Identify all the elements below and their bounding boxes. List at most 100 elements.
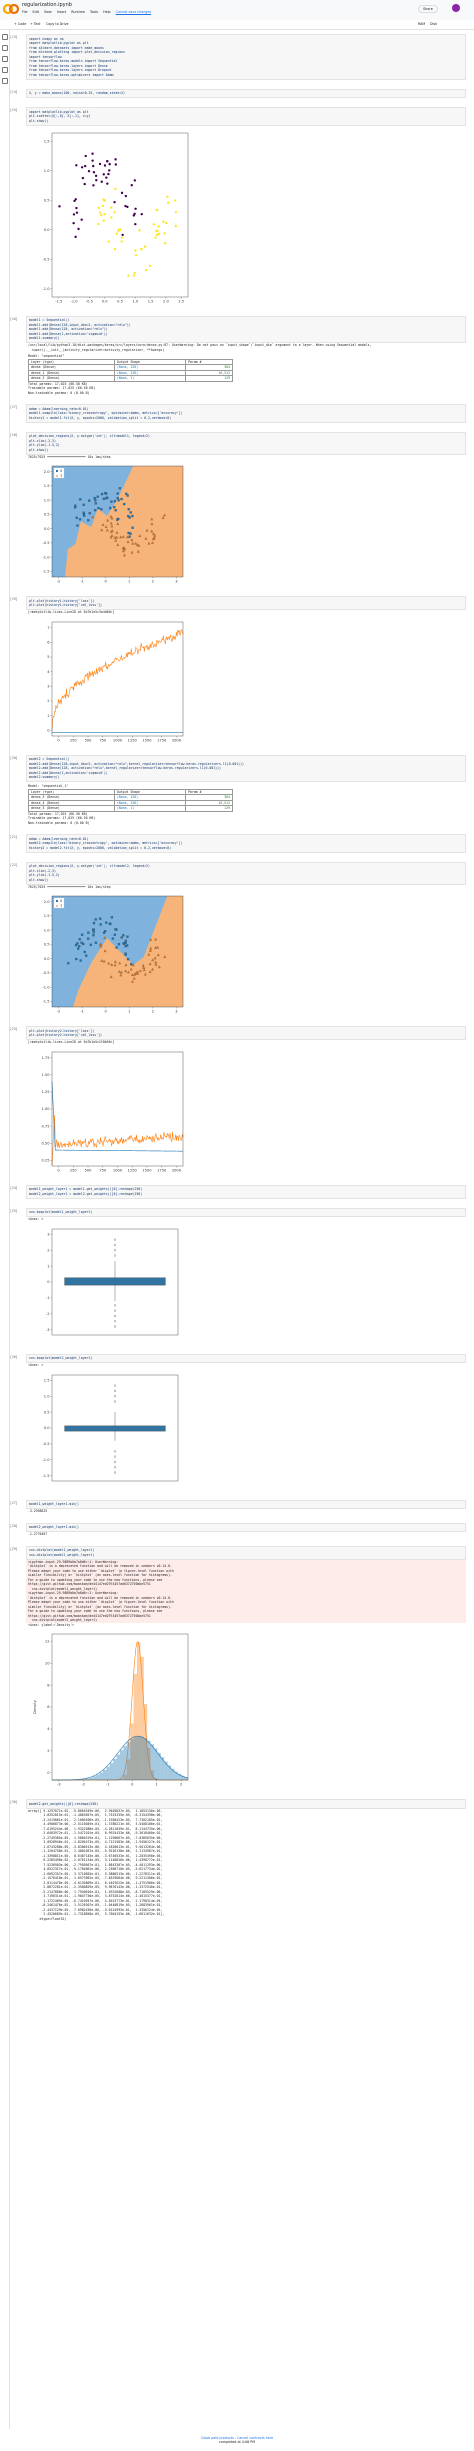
share-button[interactable]: Share (418, 5, 438, 13)
code-editor[interactable]: plt.plot(history2.history['loss']) plt.pl… (26, 1026, 466, 1040)
val-loss-line (51, 628, 184, 730)
point (110, 516, 114, 520)
menu-item[interactable]: Runtime (71, 10, 85, 14)
x-tick-label: 2000 (172, 1168, 182, 1172)
cell-prompt: [17] (10, 405, 18, 409)
point (83, 950, 86, 954)
point (151, 541, 154, 544)
code-editor[interactable]: model1 = Sequential() model1.add(Dense(12… (26, 315, 466, 343)
menu-item[interactable]: Insert (56, 10, 67, 14)
plot-area: 01 (52, 466, 183, 577)
y-tick-label: -1.0 (42, 555, 50, 559)
hist-bar (143, 1738, 148, 1780)
cell-prompt: [24] (10, 1185, 18, 1190)
point (156, 953, 160, 957)
code-editor[interactable]: model2 = Sequential() model2.add(Dense(12… (26, 754, 466, 782)
x-tick-label: -1 (80, 580, 84, 584)
point (153, 536, 156, 540)
plot: 01-2 -1 0 1 2 32.01.51.00.50.0-0.5-1.0-1.5 (42, 895, 184, 1014)
point (92, 928, 95, 931)
code-editor[interactable]: plot_decision_regions(X, y.astype('int')… (26, 431, 466, 455)
point (127, 508, 130, 511)
add-code[interactable]: + Code (14, 22, 27, 26)
menu-item[interactable]: File (22, 10, 28, 14)
ram-label[interactable]: RAM (418, 22, 426, 26)
point (174, 224, 177, 227)
point (94, 509, 97, 512)
menu-item[interactable]: Edit (32, 10, 39, 14)
notebook-title[interactable]: regularization.ipynb (22, 2, 72, 8)
sidebar-icon[interactable] (2, 67, 8, 73)
sidebar-icon[interactable] (2, 45, 8, 51)
avatar[interactable] (452, 4, 460, 12)
hist-bar (120, 1750, 124, 1780)
point (113, 963, 117, 967)
outlier (113, 1303, 117, 1306)
code-editor[interactable]: plot_decision_regions(X, y.astype('int')… (26, 861, 466, 885)
code-line: model1_weight_layer1.min() (29, 1502, 79, 1506)
point (82, 503, 85, 507)
code-editor[interactable]: sns.boxplot(model1_weight_layer1) (26, 1207, 466, 1217)
point (67, 962, 70, 965)
output-line: sns.distplot(model2_weight_layer1) (26, 1618, 466, 1623)
x-tick-label: 500 (85, 1168, 93, 1172)
code-editor[interactable]: adam = Adam(learning_rate=0.01) model1.co… (26, 404, 466, 423)
add-text[interactable]: + Text (30, 22, 41, 26)
menu-item[interactable]: Tools (90, 10, 99, 14)
sidebar-icon[interactable] (2, 34, 8, 40)
point (127, 970, 130, 974)
x-tick-label: 1000 (113, 1168, 123, 1172)
output-line: 2.4520689e-01, -1.7318850e-05, 5.7604153… (28, 1912, 165, 1916)
y-tick-label: 1.5 (44, 914, 50, 918)
point (126, 935, 129, 938)
point (155, 208, 158, 211)
menu-item[interactable]: Help (103, 10, 111, 14)
point (120, 191, 124, 194)
cancel-link[interactable]: Cancel contracts here (237, 2436, 274, 2440)
y-axis-label: Density (33, 1699, 37, 1714)
plot-area (51, 628, 184, 733)
x-tick-label: 1500 (142, 738, 152, 742)
menu-item[interactable]: View (43, 10, 52, 14)
sidebar-icon[interactable] (2, 78, 8, 84)
copy-to-drive[interactable]: Copy to Drive (46, 22, 69, 26)
point (92, 934, 95, 937)
axes-frame (51, 621, 184, 736)
point (108, 162, 111, 165)
code-editor[interactable]: model2_weight_layer1.min() (26, 1522, 466, 1532)
save-status[interactable]: Cannot save changes (115, 10, 152, 14)
code-editor[interactable]: import numpy as np import matplotlib.pypl… (26, 34, 466, 80)
point (166, 194, 169, 198)
x-tick-label: 2000 (172, 738, 182, 742)
point (150, 522, 154, 526)
code-editor[interactable]: model1_weight_layer1.min() (26, 1499, 466, 1509)
code-editor[interactable]: X, y = make_moons(100, noise=0.25, rando… (26, 88, 466, 98)
code-line: sns.boxplot(model2_weight_layer1) (29, 1356, 93, 1360)
table-header: Layer (type) Output Shape Param # (28, 358, 233, 365)
code-editor[interactable]: model1_weight_layer1 = model1.get_weight… (26, 1184, 466, 1199)
point (83, 182, 86, 185)
point (109, 530, 113, 533)
code-editor[interactable]: import matplotlib.pyplot as plt plt.scatt… (26, 107, 466, 126)
y-tick-label: 3 (47, 1232, 49, 1236)
point (134, 253, 138, 256)
code-cell: [28] model2_weight_layer1.min() -1.2770407 (10, 1522, 466, 1537)
point (76, 524, 79, 527)
point (122, 546, 126, 549)
output-line: -7.6195244e-06, 1.9322580e-05, -4.281103… (28, 1826, 163, 1831)
y-tick-label: 6 (47, 640, 50, 644)
y-tick-label: -3 (46, 1327, 50, 1331)
point (105, 497, 108, 500)
code-editor[interactable]: sns.distplot(model1_weight_layer1) sns.di… (26, 1545, 466, 1560)
point (113, 500, 117, 503)
sidebar-icon[interactable] (2, 56, 8, 62)
paid-products-link[interactable]: Colab paid products (200, 2436, 234, 2440)
code-editor[interactable]: model2.get_weights()[0].reshape(256) (26, 1799, 466, 1809)
y-tick-label: 3 (47, 684, 49, 688)
disk-label[interactable]: Disk (430, 22, 438, 26)
code-editor[interactable]: sns.boxplot(model2_weight_layer1) (26, 1353, 466, 1363)
code-editor[interactable]: plt.plot(history1.history['loss']) plt.pl… (26, 596, 466, 610)
code-editor[interactable]: adam = Adam(learning_rate=0.01) model2.co… (26, 834, 466, 853)
cell-prompt: [29] (10, 1546, 18, 1551)
model-summary: Model: "sequential_1" Layer (type) Output … (28, 784, 466, 825)
